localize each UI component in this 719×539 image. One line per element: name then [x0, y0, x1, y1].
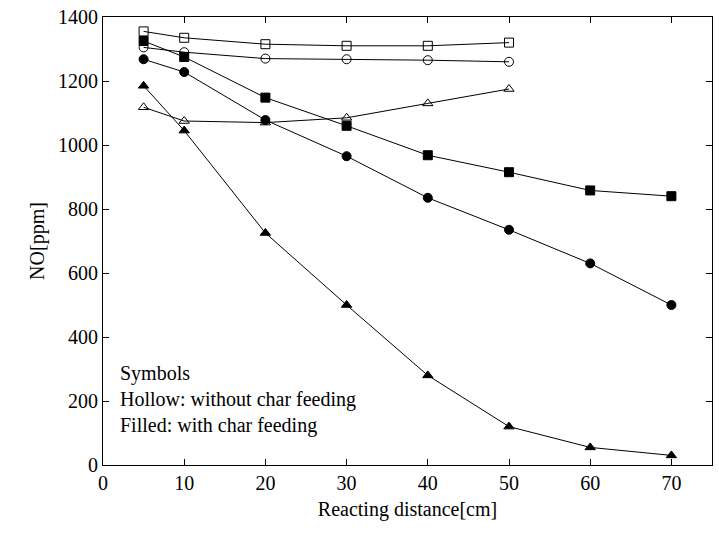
svg-text:50: 50 [499, 472, 519, 494]
svg-text:40: 40 [418, 472, 438, 494]
svg-text:200: 200 [68, 390, 98, 412]
svg-text:Reacting distance[cm]: Reacting distance[cm] [318, 498, 497, 521]
svg-text:0: 0 [98, 472, 108, 494]
svg-text:600: 600 [68, 262, 98, 284]
svg-text:10: 10 [174, 472, 194, 494]
svg-text:SymbolsHollow: without char fe: SymbolsHollow: without char feedingFille… [120, 362, 356, 437]
svg-text:30: 30 [337, 472, 357, 494]
svg-text:20: 20 [255, 472, 275, 494]
svg-text:NO[ppm]: NO[ppm] [26, 202, 49, 280]
svg-text:800: 800 [68, 198, 98, 220]
svg-text:60: 60 [580, 472, 600, 494]
svg-text:1200: 1200 [58, 70, 98, 92]
svg-text:400: 400 [68, 326, 98, 348]
svg-text:1000: 1000 [58, 134, 98, 156]
svg-text:70: 70 [661, 472, 681, 494]
svg-text:1400: 1400 [58, 6, 98, 28]
svg-text:0: 0 [88, 454, 98, 476]
